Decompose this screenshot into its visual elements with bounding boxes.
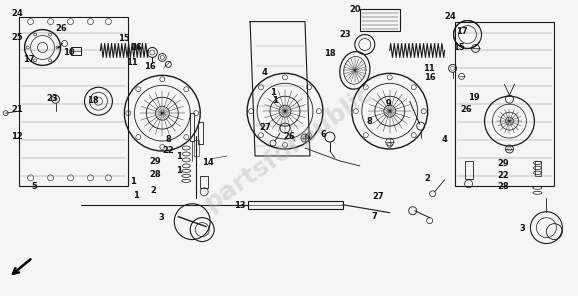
Bar [190,113,194,141]
Text: 23: 23 [339,30,351,39]
Text: 20: 20 [350,5,361,14]
Text: 24: 24 [444,12,456,21]
Bar [535,161,542,176]
Text: 27: 27 [373,192,384,201]
Text: 3: 3 [158,213,164,222]
Text: 27: 27 [259,123,271,132]
Text: 3: 3 [520,224,525,233]
Text: 17: 17 [23,55,34,64]
Text: 2: 2 [424,174,431,184]
Text: 8: 8 [165,135,171,144]
Text: 1: 1 [134,191,139,200]
Text: 15: 15 [118,35,129,44]
Text: 16: 16 [143,62,155,71]
Text: 12: 12 [11,132,23,141]
Text: 23: 23 [47,94,58,103]
Text: 4: 4 [442,135,447,144]
Text: 10: 10 [63,48,75,57]
Text: 28: 28 [150,170,161,179]
Bar [18,17,128,186]
Text: 29: 29 [150,157,161,166]
Bar [360,9,400,30]
Text: 1: 1 [131,177,136,186]
Bar [194,140,199,156]
Bar [248,201,343,209]
Text: 28: 28 [498,182,509,192]
Text: 1: 1 [176,152,183,161]
Text: 16: 16 [130,43,142,52]
Text: 18: 18 [87,96,99,105]
Bar [455,22,554,186]
Text: 7: 7 [372,212,377,221]
Text: 21: 21 [11,105,23,114]
Bar [198,122,203,144]
Text: 26: 26 [461,104,472,114]
Text: 18: 18 [324,49,335,58]
Text: 22: 22 [162,147,174,155]
Text: 14: 14 [202,158,214,167]
Text: 1: 1 [272,96,278,105]
Text: 4: 4 [262,68,268,77]
Text: 17: 17 [456,27,468,36]
Text: 11: 11 [126,58,138,67]
Text: 26: 26 [283,132,295,141]
Text: 19: 19 [468,94,479,102]
Text: 13: 13 [234,201,246,210]
Text: 22: 22 [498,170,509,180]
Text: 24: 24 [11,9,23,18]
Text: 16: 16 [424,73,436,82]
Text: partsforpublic: partsforpublic [200,81,378,215]
Text: 1: 1 [270,88,276,96]
Bar [71,47,80,55]
Text: 2: 2 [150,186,157,195]
Text: 9: 9 [386,99,391,108]
Text: 29: 29 [498,159,509,168]
Text: 1: 1 [176,165,183,175]
Text: 15: 15 [453,43,465,52]
Bar [465,161,473,179]
Bar [200,176,208,188]
Text: 26: 26 [55,24,67,33]
Text: 25: 25 [11,33,23,42]
Text: 6: 6 [321,130,327,139]
Text: 11: 11 [423,64,435,73]
Text: 8: 8 [367,117,373,126]
Text: 5: 5 [31,182,37,191]
